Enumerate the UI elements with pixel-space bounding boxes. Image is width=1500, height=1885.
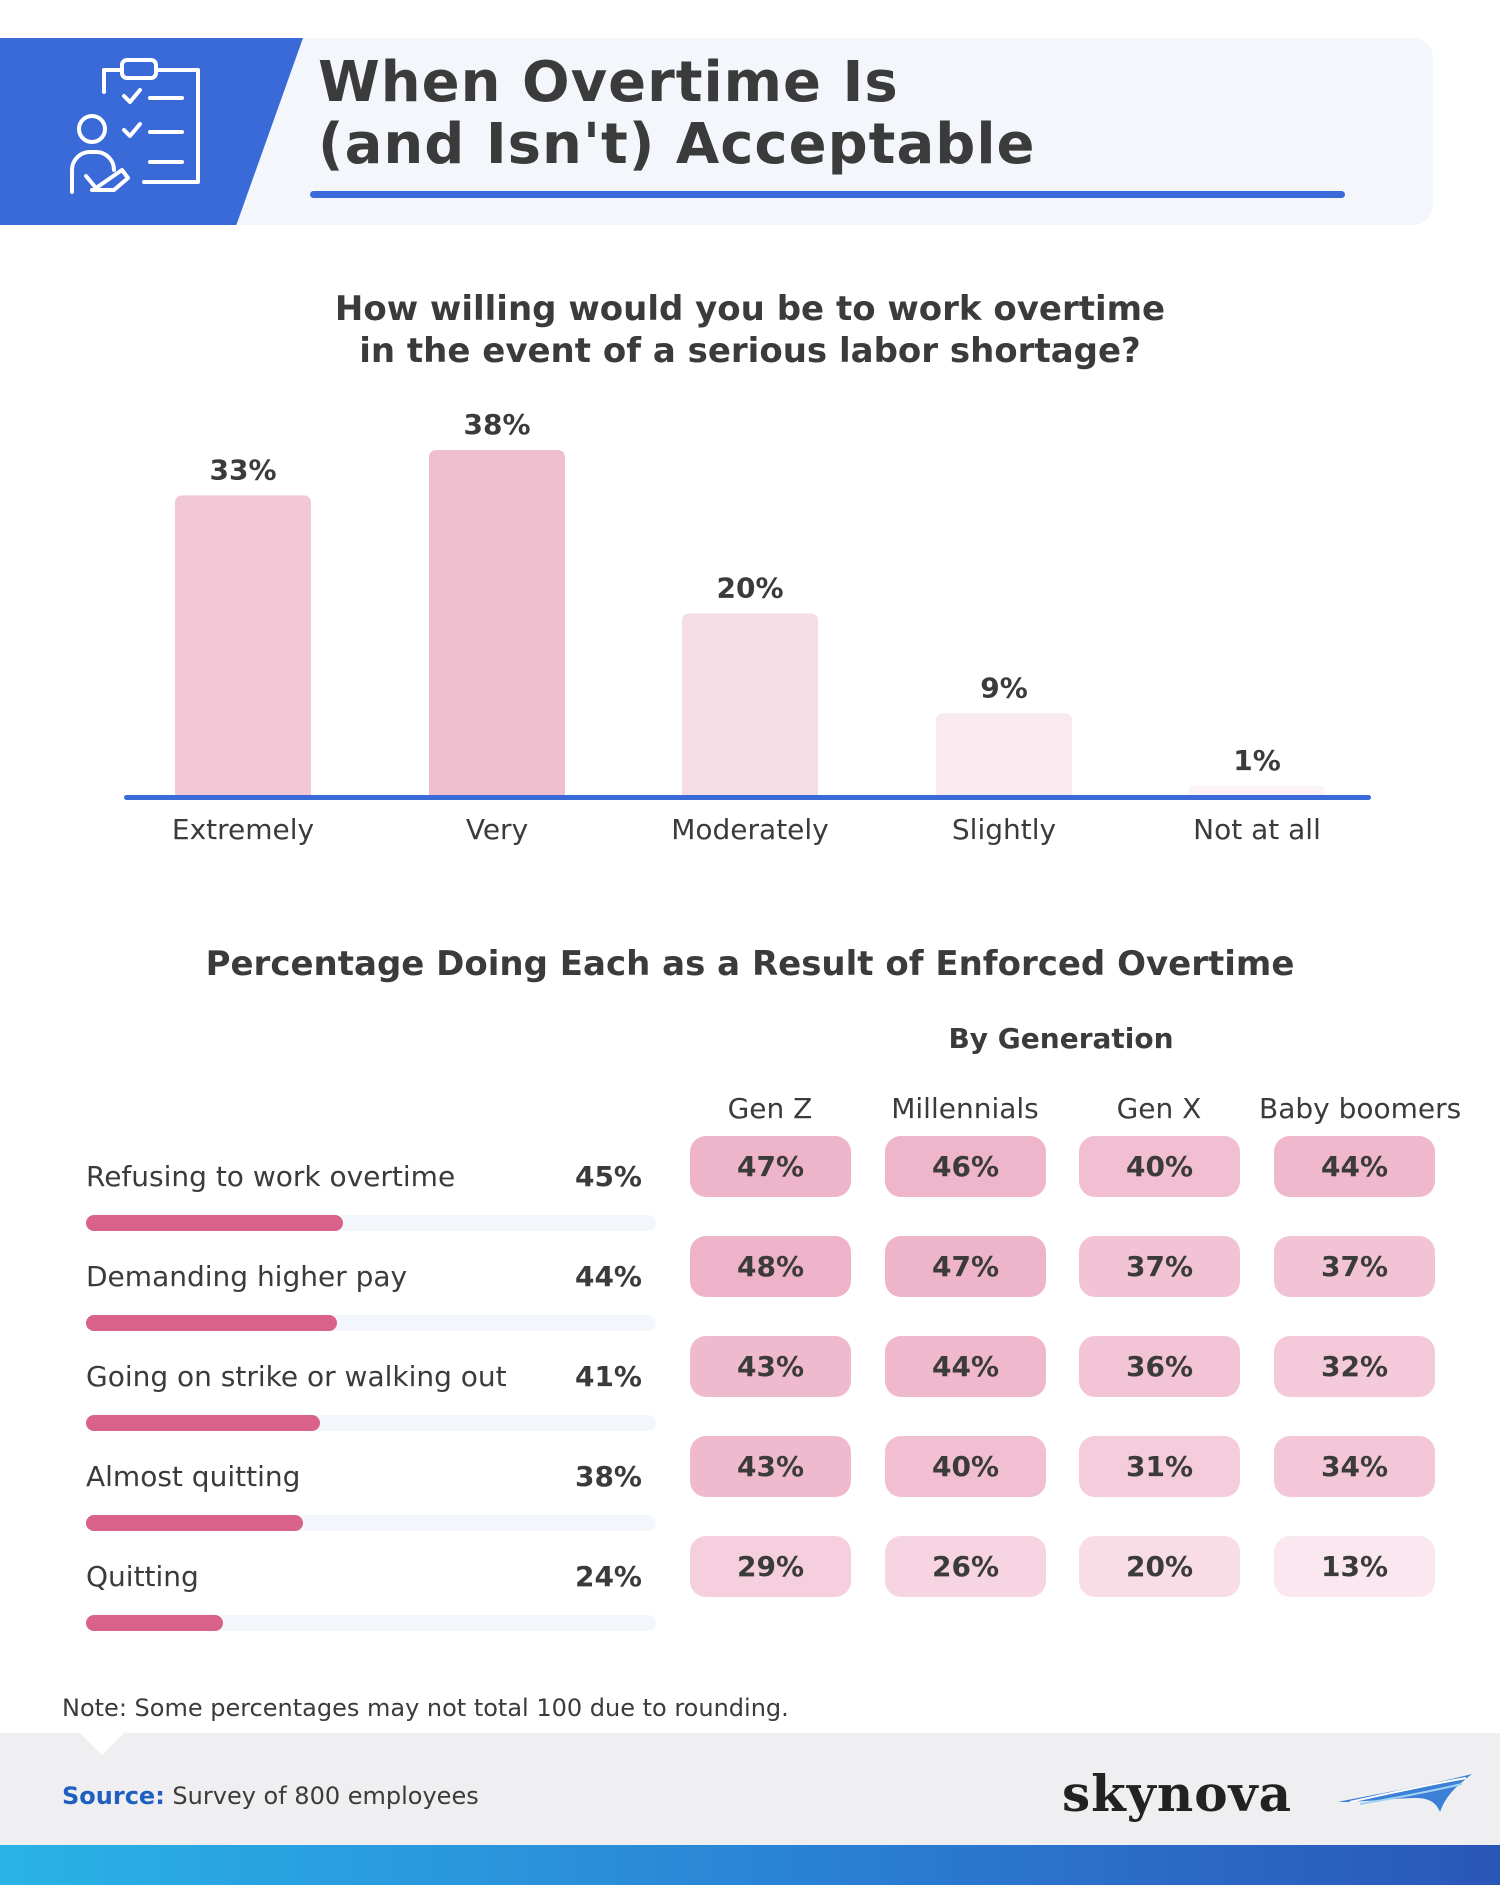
source-label: Source: xyxy=(62,1782,165,1810)
generation-value-cell: 26% xyxy=(885,1536,1046,1597)
bar-value-label: 20% xyxy=(716,571,783,604)
generation-value-cell: 46% xyxy=(885,1136,1046,1197)
overall-bar-fill xyxy=(86,1415,320,1431)
category-label: Very xyxy=(466,813,528,846)
overall-bar-track xyxy=(86,1215,656,1231)
generation-value-cell: 44% xyxy=(885,1336,1046,1397)
swoosh-logo-icon xyxy=(1338,1774,1472,1812)
source-line: Source: Survey of 800 employees xyxy=(62,1782,479,1810)
generation-value-cell: 48% xyxy=(690,1236,851,1297)
bottom-color-strip xyxy=(0,1845,1500,1885)
footer xyxy=(0,1733,1500,1845)
generation-value-cell: 37% xyxy=(1079,1236,1240,1297)
category-label: Not at all xyxy=(1193,813,1321,846)
generation-value-cell: 44% xyxy=(1274,1136,1435,1197)
bar-value-label: 1% xyxy=(1233,744,1281,777)
overall-bar-track xyxy=(86,1515,656,1531)
generation-value-cell: 43% xyxy=(690,1336,851,1397)
overall-bar-fill xyxy=(86,1315,337,1331)
overall-bar-fill xyxy=(86,1615,223,1631)
overall-bar-fill xyxy=(86,1515,303,1531)
bar-moderately xyxy=(682,613,818,795)
page-title: When Overtime Is (and Isn't) Acceptable xyxy=(318,52,1036,176)
willingness-bar-chart: 33% Extremely 38% Very 20% Moderately 9% Slight… xyxy=(124,408,1371,846)
table-row: Almost quitting 38% 43% 40% 31% 34% xyxy=(0,1436,1500,1560)
column-header: Gen Z xyxy=(727,1092,813,1125)
generation-value-cell: 43% xyxy=(690,1436,851,1497)
row-label: Refusing to work overtime xyxy=(86,1160,456,1193)
generation-value-cell: 13% xyxy=(1274,1536,1435,1597)
table-row: Demanding higher pay 44% 48% 47% 37% 37% xyxy=(0,1236,1500,1360)
column-header: Millennials xyxy=(891,1092,1039,1125)
table-row: Quitting 24% 29% 26% 20% 13% xyxy=(0,1536,1500,1660)
bar-value-label: 33% xyxy=(209,453,276,486)
row-label: Almost quitting xyxy=(86,1460,301,1493)
title-underline xyxy=(310,191,1345,198)
generation-value-cell: 31% xyxy=(1079,1436,1240,1497)
overall-bar-fill xyxy=(86,1215,343,1231)
footer-notch xyxy=(80,1733,124,1755)
overall-bar-track xyxy=(86,1615,656,1631)
row-label: Quitting xyxy=(86,1560,199,1593)
row-overall-value: 45% xyxy=(574,1160,642,1193)
generation-value-cell: 37% xyxy=(1274,1236,1435,1297)
table-title: Percentage Doing Each as a Result of Enf… xyxy=(205,944,1295,984)
overall-bar-track xyxy=(86,1315,656,1331)
bar-extremely xyxy=(175,495,311,795)
row-overall-value: 24% xyxy=(574,1560,642,1593)
category-label: Slightly xyxy=(952,813,1056,846)
table-row: Refusing to work overtime 45% 47% 46% 40% 44% xyxy=(0,1136,1500,1260)
row-overall-value: 41% xyxy=(574,1360,642,1393)
bar-value-label: 9% xyxy=(980,671,1028,704)
skynova-logo-text: skynova xyxy=(1062,1764,1292,1823)
generation-value-cell: 36% xyxy=(1079,1336,1240,1397)
row-overall-value: 38% xyxy=(574,1460,642,1493)
generation-value-cell: 34% xyxy=(1274,1436,1435,1497)
row-overall-value: 44% xyxy=(574,1260,642,1293)
bar-not-at-all xyxy=(1189,785,1325,795)
bar-value-label: 38% xyxy=(463,408,530,441)
generation-group-label: By Generation xyxy=(948,1022,1174,1055)
row-label: Going on strike or walking out xyxy=(86,1360,507,1393)
column-header: Baby boomers xyxy=(1259,1092,1462,1125)
title-line-1: When Overtime Is xyxy=(318,50,899,115)
row-label: Demanding higher pay xyxy=(86,1260,408,1293)
table-row: Going on strike or walking out 41% 43% 44% 3… xyxy=(0,1336,1500,1460)
bar-very xyxy=(429,450,565,795)
bar-slightly xyxy=(936,713,1072,795)
chart1-title-line-1: How willing would you be to work overtim… xyxy=(334,289,1166,329)
generation-value-cell: 47% xyxy=(690,1136,851,1197)
chart1-title: How willing would you be to work overtim… xyxy=(0,288,1500,372)
generation-value-cell: 40% xyxy=(885,1436,1046,1497)
generation-value-cell: 20% xyxy=(1079,1536,1240,1597)
category-label: Moderately xyxy=(671,813,829,846)
rounding-note: Note: Some percentages may not total 100… xyxy=(62,1694,789,1722)
generation-value-cell: 29% xyxy=(690,1536,851,1597)
generation-value-cell: 32% xyxy=(1274,1336,1435,1397)
category-label: Extremely xyxy=(172,813,314,846)
clipboard-checklist-person-icon xyxy=(70,58,200,194)
chart1-title-line-2: in the event of a serious labor shortage… xyxy=(359,331,1141,371)
overall-bar-track xyxy=(86,1415,656,1431)
generation-value-cell: 40% xyxy=(1079,1136,1240,1197)
source-text: Survey of 800 employees xyxy=(164,1782,479,1810)
title-line-2: (and Isn't) Acceptable xyxy=(318,112,1036,177)
x-axis-line xyxy=(124,795,1371,800)
generation-value-cell: 47% xyxy=(885,1236,1046,1297)
column-header: Gen X xyxy=(1116,1092,1202,1125)
